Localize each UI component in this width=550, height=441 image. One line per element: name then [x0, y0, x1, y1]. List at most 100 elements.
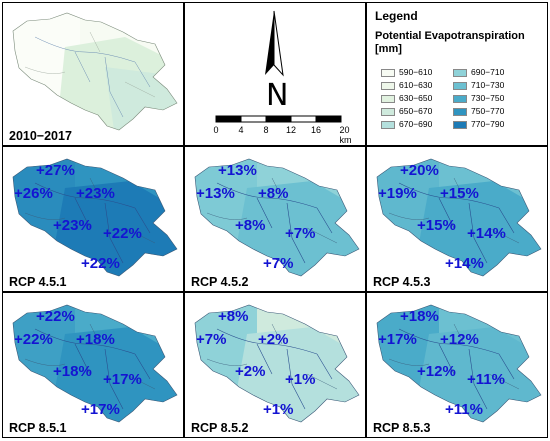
- legend-subtitle: Potential Evapotranspiration [mm]: [375, 30, 525, 55]
- pet-change-label: +20%: [400, 162, 439, 179]
- pet-change-label: +13%: [218, 162, 257, 179]
- scenario-map-panel: +27% +26% +23% +23% +22% +22% RCP 4.5.1: [2, 146, 184, 292]
- legend-swatch: [381, 107, 395, 116]
- legend-item-label: 730−750: [471, 93, 505, 103]
- scenario-map: [376, 304, 542, 423]
- scenario-map-panel: +22% +22% +18% +18% +17% +17% RCP 8.5.1: [2, 292, 184, 438]
- legend-item-label: 750−770: [471, 106, 505, 116]
- north-label: N: [266, 78, 289, 113]
- scale-tick-0: 0: [213, 125, 219, 135]
- pet-change-label: +17%: [103, 371, 142, 388]
- pet-change-label: +2%: [258, 331, 289, 348]
- pet-change-label: +17%: [378, 331, 417, 348]
- scenario-label: RCP 8.5.1: [9, 421, 67, 435]
- pet-change-label: +22%: [14, 331, 53, 348]
- legend-swatch: [453, 94, 467, 103]
- legend-swatch: [381, 120, 395, 129]
- legend-item: 630−650: [381, 93, 432, 103]
- legend-swatch: [453, 120, 467, 129]
- legend-swatch: [381, 68, 395, 77]
- pet-change-label: +13%: [196, 185, 235, 202]
- scenario-label: RCP 8.5.2: [191, 421, 249, 435]
- pet-change-label: +7%: [196, 331, 227, 348]
- pet-change-label: +7%: [263, 255, 294, 272]
- scenario-label: RCP 4.5.1: [9, 275, 67, 289]
- scenario-map: [194, 158, 360, 277]
- pet-change-label: +7%: [285, 225, 316, 242]
- pet-change-label: +8%: [235, 217, 266, 234]
- pet-change-label: +8%: [218, 308, 249, 325]
- legend-item: 770−790: [453, 119, 504, 129]
- legend-swatch: [453, 81, 467, 90]
- pet-change-label: +19%: [378, 185, 417, 202]
- legend-item: 710−730: [453, 80, 504, 90]
- baseline-map: [12, 12, 178, 131]
- pet-change-label: +22%: [81, 255, 120, 272]
- pet-change-label: +11%: [467, 371, 505, 388]
- scenario-label: RCP 4.5.2: [191, 275, 249, 289]
- legend-item-label: 630−650: [399, 93, 433, 103]
- legend-item: 670−690: [381, 119, 432, 129]
- legend-swatch: [381, 94, 395, 103]
- legend-swatch: [453, 107, 467, 116]
- legend-panel: Legend Potential Evapotranspiration [mm]…: [366, 2, 548, 146]
- legend-item-label: 710−730: [471, 80, 505, 90]
- pet-change-label: +12%: [417, 363, 456, 380]
- scenario-label: RCP 8.5.3: [373, 421, 431, 435]
- pet-change-label: +23%: [76, 185, 115, 202]
- scenario-label: RCP 4.5.3: [373, 275, 431, 289]
- pet-change-label: +1%: [263, 401, 294, 418]
- legend-item-label: 610−630: [399, 80, 433, 90]
- legend-swatch: [381, 81, 395, 90]
- baseline-period-label: 2010−2017: [9, 129, 72, 143]
- legend-title: Legend: [375, 9, 418, 23]
- legend-item: 750−770: [453, 106, 504, 116]
- pet-change-label: +2%: [235, 363, 266, 380]
- legend-item-label: 690−710: [471, 67, 505, 77]
- pet-change-label: +8%: [258, 185, 289, 202]
- pet-change-label: +14%: [445, 255, 484, 272]
- scenario-map: [194, 304, 360, 423]
- scenario-map-panel: +18% +17% +12% +12% +11% +11% RCP 8.5.3: [366, 292, 548, 438]
- baseline-map-panel: 2010−2017: [2, 2, 184, 146]
- scale-tick-4: 4: [238, 125, 244, 135]
- legend-item-label: 670−690: [399, 119, 433, 129]
- legend-item-label: 590−610: [399, 67, 433, 77]
- legend-item-label: 770−790: [471, 119, 505, 129]
- pet-change-label: +15%: [417, 217, 456, 234]
- pet-change-label: +26%: [14, 185, 53, 202]
- pet-change-label: +12%: [440, 331, 479, 348]
- pet-change-label: +17%: [81, 401, 120, 418]
- legend-swatch: [453, 68, 467, 77]
- scale-bar: [215, 115, 342, 123]
- legend-item-label: 650−670: [399, 106, 433, 116]
- north-arrow-icon: [265, 10, 284, 77]
- pet-change-label: +23%: [53, 217, 92, 234]
- scenario-map-panel: +13% +13% +8% +8% +7% +7% RCP 4.5.2: [184, 146, 366, 292]
- scale-tick-12: 12: [285, 125, 297, 135]
- pet-change-label: +18%: [53, 363, 92, 380]
- legend-item: 650−670: [381, 106, 432, 116]
- pet-change-label: +27%: [36, 162, 75, 179]
- scenario-map-panel: +20% +19% +15% +15% +14% +14% RCP 4.5.3: [366, 146, 548, 292]
- scenario-map: [12, 158, 178, 277]
- legend-item: 590−610: [381, 67, 432, 77]
- legend-item: 610−630: [381, 80, 432, 90]
- compass-scale-panel: N 0 4 8 12 16 20 km: [184, 2, 366, 146]
- pet-change-label: +18%: [400, 308, 439, 325]
- scale-tick-16: 16: [310, 125, 322, 135]
- pet-change-label: +11%: [445, 401, 483, 418]
- scale-tick-8: 8: [263, 125, 269, 135]
- legend-item: 690−710: [453, 67, 504, 77]
- pet-change-label: +18%: [76, 331, 115, 348]
- scenario-map: [12, 304, 178, 423]
- pet-change-label: +14%: [467, 225, 506, 242]
- pet-change-label: +15%: [440, 185, 479, 202]
- pet-change-label: +22%: [103, 225, 142, 242]
- scale-tick-20km: 20 km: [339, 125, 352, 145]
- legend-item: 730−750: [453, 93, 504, 103]
- scenario-map-panel: +8% +7% +2% +2% +1% +1% RCP 8.5.2: [184, 292, 366, 438]
- pet-change-label: +1%: [285, 371, 316, 388]
- scenario-map: [376, 158, 542, 277]
- pet-change-label: +22%: [36, 308, 75, 325]
